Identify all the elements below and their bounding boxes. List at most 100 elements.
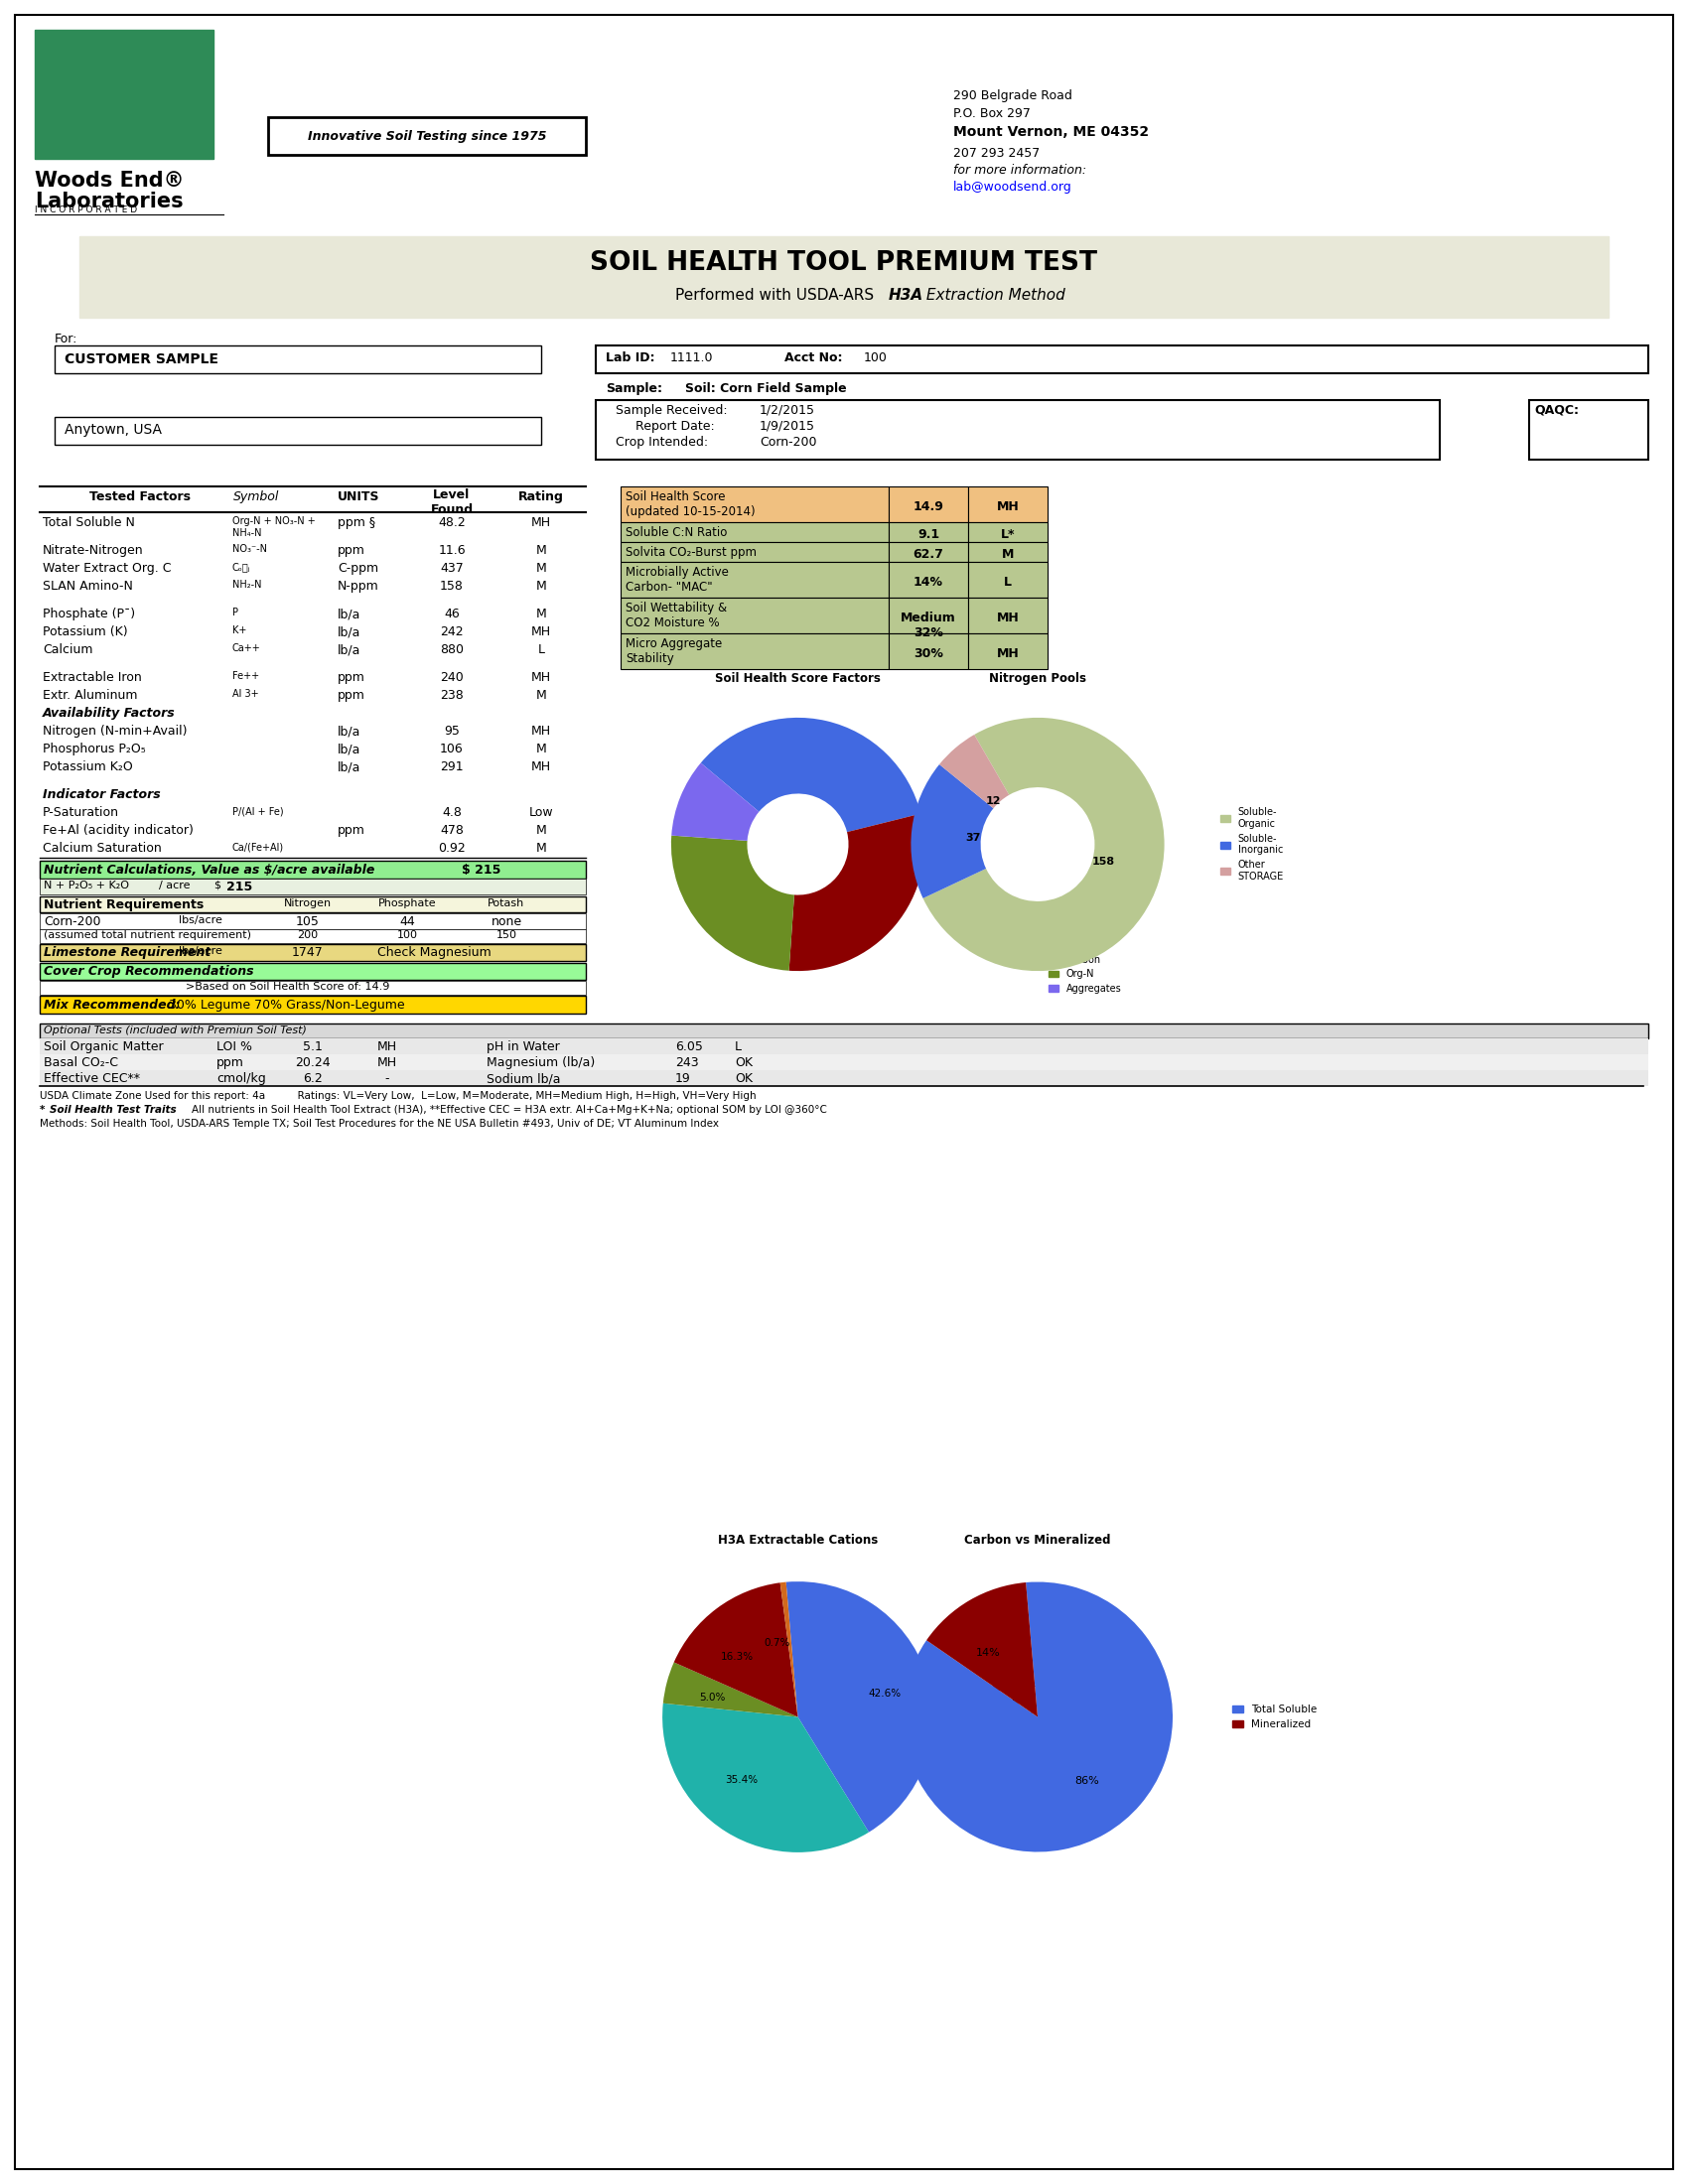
Text: P-Saturation: P-Saturation	[42, 806, 120, 819]
Text: M: M	[535, 743, 547, 756]
Text: Nitrogen: Nitrogen	[284, 898, 333, 909]
Text: OK: OK	[734, 1072, 753, 1085]
Text: 16.3%: 16.3%	[721, 1653, 753, 1662]
Bar	[596, 400, 1440, 459]
Text: Ca++: Ca++	[233, 644, 262, 653]
Text: Performed with USDA-ARS: Performed with USDA-ARS	[675, 288, 879, 304]
Text: MH: MH	[532, 670, 552, 684]
Text: 105: 105	[295, 915, 319, 928]
Text: Potassium (K): Potassium (K)	[42, 625, 128, 638]
Text: MH: MH	[532, 725, 552, 738]
Text: Phosphate (Pˉ): Phosphate (Pˉ)	[42, 607, 135, 620]
Bar	[969, 522, 1048, 542]
Text: 150: 150	[496, 930, 517, 939]
Text: Nitrogen (N-min+Avail): Nitrogen (N-min+Avail)	[42, 725, 187, 738]
Text: Mix Recommended:: Mix Recommended:	[44, 998, 181, 1011]
Text: 6.2: 6.2	[302, 1072, 322, 1085]
Text: ppm §: ppm §	[338, 515, 375, 529]
Text: 1/2/2015: 1/2/2015	[760, 404, 815, 417]
Text: Symbol: Symbol	[233, 491, 280, 502]
Text: M: M	[1001, 548, 1014, 561]
Text: 291: 291	[441, 760, 464, 773]
Text: 37: 37	[966, 832, 981, 843]
Text: 6.05: 6.05	[675, 1040, 702, 1053]
Wedge shape	[780, 1581, 798, 1717]
Bar	[41, 860, 586, 878]
Text: Magnesium (lb/a): Magnesium (lb/a)	[486, 1057, 594, 1070]
Text: Calcium Saturation: Calcium Saturation	[42, 841, 162, 854]
Text: *: *	[41, 1105, 49, 1114]
Text: ppm: ppm	[338, 688, 365, 701]
Legend: Total Soluble, Mineralized: Total Soluble, Mineralized	[1229, 1701, 1322, 1734]
Text: N-ppm: N-ppm	[338, 579, 380, 592]
Text: 1111.0: 1111.0	[670, 352, 714, 365]
Text: 243: 243	[675, 1057, 699, 1070]
Text: 478: 478	[441, 823, 464, 836]
Text: Sodium lb/a: Sodium lb/a	[486, 1072, 560, 1085]
Text: $ 215: $ 215	[463, 863, 501, 876]
Bar	[969, 487, 1048, 522]
Text: Effective CEC**: Effective CEC**	[44, 1072, 140, 1085]
Text: Soil Organic Matter: Soil Organic Matter	[44, 1040, 164, 1053]
Text: Limestone Requirement: Limestone Requirement	[44, 946, 211, 959]
Text: 200: 200	[297, 930, 319, 939]
Text: NH₂-N: NH₂-N	[233, 579, 262, 590]
Text: 30% Legume 70% Grass/Non-Legume: 30% Legume 70% Grass/Non-Legume	[169, 998, 405, 1011]
Text: Phosphate: Phosphate	[378, 898, 436, 909]
Text: P: P	[233, 607, 238, 618]
Text: Tested Factors: Tested Factors	[89, 491, 191, 502]
Legend: Ca++, K+, Mg++, Na+, Al+++: Ca++, K+, Mg++, Na+, Al+++	[989, 1677, 1052, 1756]
Bar	[621, 487, 888, 522]
Wedge shape	[672, 836, 795, 970]
Text: Corn-200: Corn-200	[760, 437, 817, 448]
Wedge shape	[663, 1662, 798, 1717]
Text: M: M	[535, 823, 547, 836]
Text: MH: MH	[996, 612, 1020, 625]
Title: Nitrogen Pools: Nitrogen Pools	[989, 673, 1087, 686]
Text: 1/9/2015: 1/9/2015	[760, 419, 815, 432]
Text: 14%: 14%	[913, 577, 944, 590]
Text: lbs/acre: lbs/acre	[179, 915, 223, 926]
Text: Basal CO₂-C: Basal CO₂-C	[44, 1057, 118, 1070]
Text: Mount Vernon, ME 04352: Mount Vernon, ME 04352	[954, 124, 1150, 140]
Wedge shape	[903, 1581, 1173, 1852]
Bar	[79, 236, 1609, 317]
Text: 4.8: 4.8	[442, 806, 461, 819]
Text: lb/a: lb/a	[338, 743, 361, 756]
Text: Laboratories: Laboratories	[35, 192, 184, 212]
Text: L: L	[538, 644, 545, 655]
Text: Corn-200: Corn-200	[44, 915, 101, 928]
Text: 158: 158	[441, 579, 464, 592]
Text: P.O. Box 297: P.O. Box 297	[954, 107, 1031, 120]
Text: H3A: H3A	[888, 288, 923, 304]
Text: Water Extract Org. C: Water Extract Org. C	[42, 561, 170, 574]
Text: Extractable Iron: Extractable Iron	[42, 670, 142, 684]
Text: 158: 158	[1092, 856, 1116, 867]
Text: 1747: 1747	[292, 946, 324, 959]
Text: MH: MH	[376, 1040, 397, 1053]
Text: MH: MH	[532, 760, 552, 773]
Text: 880: 880	[441, 644, 464, 655]
Text: Fe+Al (acidity indicator): Fe+Al (acidity indicator)	[42, 823, 194, 836]
Text: Woods End®: Woods End®	[35, 170, 184, 190]
Text: Lab ID:: Lab ID:	[606, 352, 655, 365]
Text: Rating: Rating	[518, 491, 564, 502]
Text: lb/a: lb/a	[338, 644, 361, 655]
Text: M: M	[535, 841, 547, 854]
Text: ppm: ppm	[338, 823, 365, 836]
Text: 12: 12	[986, 795, 1001, 806]
Text: Extraction Method: Extraction Method	[922, 288, 1065, 304]
Text: Cover Crop Recommendations: Cover Crop Recommendations	[44, 965, 253, 978]
Text: ppm: ppm	[338, 544, 365, 557]
Text: LOI %: LOI %	[216, 1040, 252, 1053]
Text: 14.9: 14.9	[913, 500, 944, 513]
Text: MH: MH	[532, 625, 552, 638]
Text: MH: MH	[996, 500, 1020, 513]
Text: Cₒ⭣ⱼ: Cₒ⭣ⱼ	[233, 561, 252, 572]
Bar	[54, 345, 542, 373]
Text: 0.92: 0.92	[437, 841, 466, 854]
Text: lb/a: lb/a	[338, 625, 361, 638]
Text: Acct No:: Acct No:	[785, 352, 842, 365]
Text: SLAN Amino-N: SLAN Amino-N	[42, 579, 133, 592]
Text: QAQC:: QAQC:	[1534, 404, 1578, 417]
